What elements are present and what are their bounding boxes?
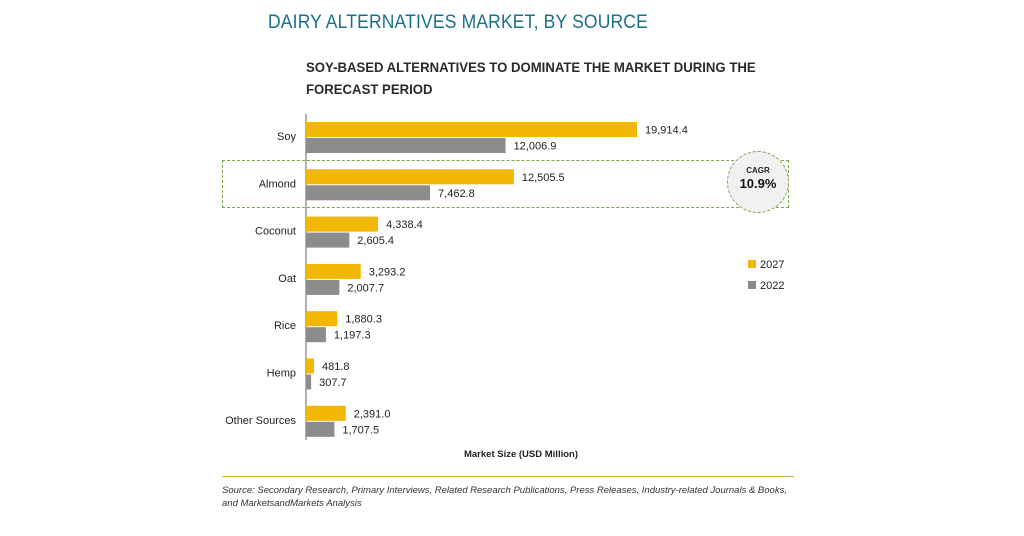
bar-2022-coconut xyxy=(306,232,350,248)
bar-2022-hemp xyxy=(306,374,312,390)
bar-2022-almond xyxy=(306,185,431,201)
chart-title: DAIRY ALTERNATIVES MARKET, BY SOURCE xyxy=(268,12,648,33)
category-label-other-sources: Other Sources xyxy=(225,415,296,427)
data-label-2022-coconut: 2,605.4 xyxy=(357,235,394,247)
chart-subtitle: SOY-BASED ALTERNATIVES TO DOMINATE THE M… xyxy=(306,59,756,97)
bar-2027-oat xyxy=(306,263,361,279)
bar-2022-soy xyxy=(306,138,506,153)
data-label-2027-rice: 1,880.3 xyxy=(345,314,382,326)
source-divider xyxy=(222,476,794,477)
data-label-2027-coconut: 4,338.4 xyxy=(386,219,423,231)
data-label-2022-soy: 12,006.9 xyxy=(514,141,557,153)
data-label-2022-almond: 7,462.8 xyxy=(438,188,475,200)
data-label-2022-other-sources: 1,707.5 xyxy=(342,424,379,436)
category-label-soy: Soy xyxy=(277,131,296,143)
bar-2027-almond xyxy=(306,169,514,185)
data-label-2022-rice: 1,197.3 xyxy=(334,330,371,342)
data-label-2027-soy: 19,914.4 xyxy=(645,125,688,137)
data-label-2027-oat: 3,293.2 xyxy=(369,266,406,278)
x-axis-title: Market Size (USD Million) xyxy=(464,449,578,460)
legend-label-2027: 2027 xyxy=(760,259,784,271)
bar-2027-rice xyxy=(306,311,338,327)
category-label-oat: Oat xyxy=(278,273,296,285)
data-label-2022-oat: 2,007.7 xyxy=(347,282,384,294)
category-label-rice: Rice xyxy=(274,320,296,332)
bar-2027-soy xyxy=(306,122,637,137)
data-label-2027-almond: 12,505.5 xyxy=(522,172,565,184)
data-label-2027-other-sources: 2,391.0 xyxy=(354,408,391,420)
source-note: Source: Secondary Research, Primary Inte… xyxy=(222,485,787,509)
bar-2027-other-sources xyxy=(306,405,346,421)
bar-2027-coconut xyxy=(306,216,379,232)
bar-2027-hemp xyxy=(306,358,315,374)
category-label-hemp: Hemp xyxy=(267,368,296,380)
bar-2022-oat xyxy=(306,279,340,295)
cagr-value: 10.9% xyxy=(739,176,777,191)
legend-swatch-2027 xyxy=(748,260,756,268)
data-label-2022-hemp: 307.7 xyxy=(319,377,347,389)
category-label-almond: Almond xyxy=(259,178,296,190)
legend-label-2022: 2022 xyxy=(760,280,784,292)
cagr-badge: CAGR 10.9% xyxy=(727,151,789,213)
legend-swatch-2022 xyxy=(748,281,756,289)
data-label-2027-hemp: 481.8 xyxy=(322,361,350,373)
bar-2022-other-sources xyxy=(306,421,335,437)
cagr-label: CAGR xyxy=(746,166,770,175)
category-label-coconut: Coconut xyxy=(255,226,296,238)
bar-2022-rice xyxy=(306,327,326,343)
